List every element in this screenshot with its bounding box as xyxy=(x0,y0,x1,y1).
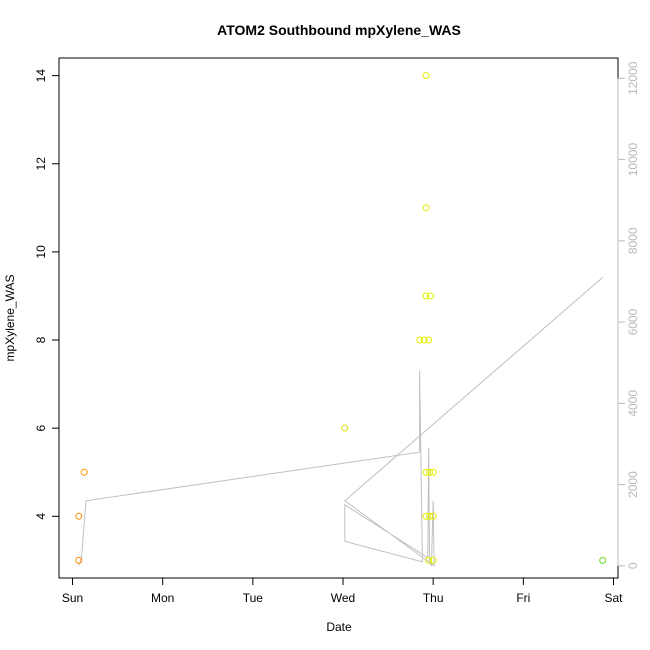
data-point xyxy=(416,336,424,344)
chart-title: ATOM2 Southbound mpXylene_WAS xyxy=(217,22,461,38)
x-tick-label: Sat xyxy=(604,591,623,605)
data-point xyxy=(429,468,437,476)
y2-tick-label: 4000 xyxy=(626,390,640,417)
data-point xyxy=(422,204,430,212)
y-tick-label: 8 xyxy=(34,336,48,343)
series-points-group xyxy=(75,72,607,564)
x-axis-label: Date xyxy=(326,620,352,634)
data-point xyxy=(425,336,433,344)
data-point xyxy=(426,468,434,476)
y-tick-label: 6 xyxy=(34,425,48,432)
data-point xyxy=(75,512,83,520)
data-point xyxy=(599,556,607,564)
data-point xyxy=(420,336,428,344)
y-axis: 4 6 8 10 12 14 xyxy=(34,69,60,520)
data-point xyxy=(80,468,88,476)
x-tick-label: Sun xyxy=(62,591,83,605)
x-tick-label: Fri xyxy=(516,591,530,605)
y-tick-label: 4 xyxy=(34,513,48,520)
data-point xyxy=(341,424,349,432)
y2-tick-label: 0 xyxy=(626,562,640,569)
y2-tick-label: 6000 xyxy=(626,308,640,335)
y2-tick-label: 12000 xyxy=(626,61,640,95)
y2-tick-label: 2000 xyxy=(626,471,640,498)
data-point xyxy=(429,556,437,564)
data-point xyxy=(426,512,434,520)
data-point xyxy=(425,556,433,564)
y2-tick-label: 8000 xyxy=(626,227,640,254)
x-tick-label: Wed xyxy=(331,591,355,605)
x-tick-label: Mon xyxy=(151,591,174,605)
data-point xyxy=(422,468,430,476)
x-axis: Sun Mon Tue Wed Thu Fri Sat xyxy=(62,577,623,605)
data-point xyxy=(75,556,83,564)
data-point xyxy=(429,512,437,520)
x-tick-label: Thu xyxy=(423,591,444,605)
y-axis-label: mpXylene_WAS xyxy=(3,275,17,362)
data-point xyxy=(422,292,430,300)
secondary-series-line xyxy=(78,277,604,567)
data-point xyxy=(426,292,434,300)
y2-axis: 0 2000 4000 6000 8000 10000 12000 xyxy=(617,61,640,569)
x-tick-label: Tue xyxy=(243,591,264,605)
data-point xyxy=(422,512,430,520)
y2-tick-label: 10000 xyxy=(626,143,640,177)
y-tick-label: 12 xyxy=(34,157,48,171)
y-tick-label: 14 xyxy=(34,69,48,83)
data-point xyxy=(422,72,430,80)
series-line-group xyxy=(78,277,604,567)
y-tick-label: 10 xyxy=(34,245,48,259)
plot-frame xyxy=(58,57,619,579)
